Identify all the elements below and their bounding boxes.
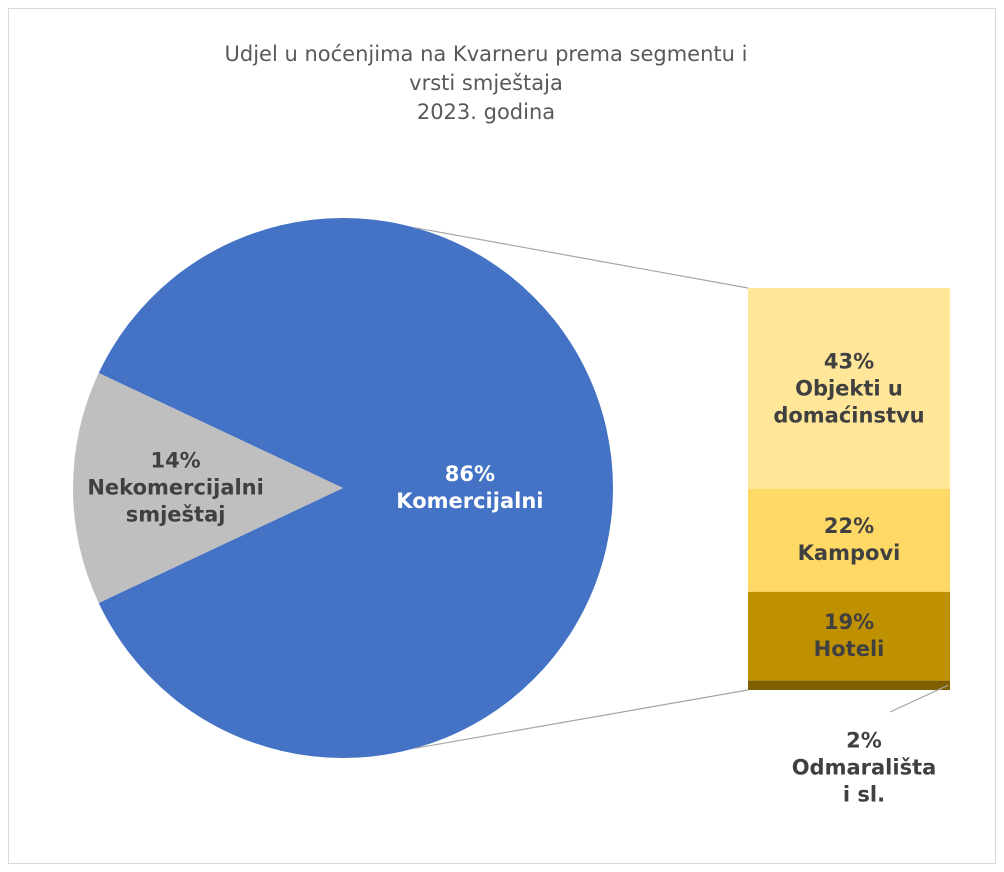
value-label: 86% (444, 462, 496, 486)
bar-segment (748, 591, 950, 681)
chart-title-block: Udjel u noćenjima na Kvarneru prema segm… (216, 40, 756, 127)
value-label: 22% (823, 514, 875, 539)
data-label: 22% Kampovi (749, 513, 949, 567)
leader-line (889, 684, 949, 713)
data-label: 14% Nekomercijalni smještaj (76, 448, 276, 529)
value-label: 19% (823, 610, 875, 635)
data-label: 19% Hoteli (749, 609, 949, 663)
category-label: Kampovi (797, 541, 901, 566)
category-label: Komercijalni (396, 489, 544, 513)
bar-segment (748, 680, 950, 690)
chart-subtitle: 2023. godina (416, 100, 556, 124)
bar-segment (748, 489, 950, 592)
chart-title: Udjel u noćenjima na Kvarneru prema segm… (224, 42, 748, 95)
value-label: 2% (846, 728, 882, 753)
category-label: Nekomercijalni smještaj (87, 475, 264, 527)
category-label: Odmarališta i sl. (791, 755, 937, 807)
data-label: 86% Komercijalni (370, 461, 570, 515)
connector-line (414, 227, 749, 289)
category-label: Hoteli (813, 637, 885, 662)
category-label: Objekti u domaćinstvu (773, 376, 925, 427)
bar-segment (748, 288, 950, 489)
value-label: 43% (823, 349, 875, 373)
value-label: 14% (150, 448, 201, 473)
data-label: 2% Odmarališta i sl. (789, 728, 939, 809)
pie-slice (98, 217, 613, 758)
pie-slice (73, 373, 344, 603)
connector-line (414, 689, 749, 749)
data-label: 43% Objekti u domaćinstvu (749, 348, 949, 429)
